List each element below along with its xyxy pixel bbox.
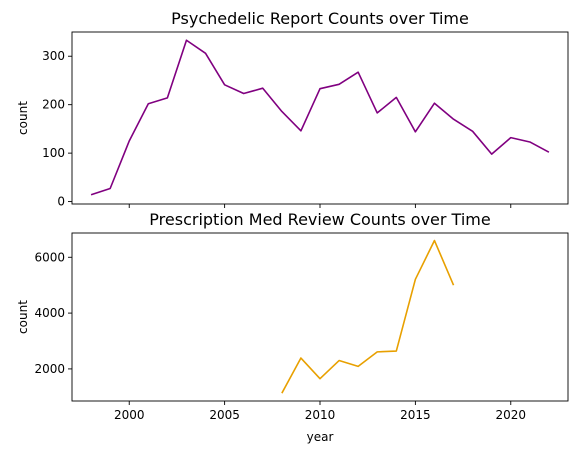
chart-title: Psychedelic Report Counts over Time [171, 9, 469, 28]
chart-title: Prescription Med Review Counts over Time [149, 210, 490, 229]
x-tick-label: 2020 [495, 408, 526, 422]
subplot-2: Prescription Med Review Counts over Time… [16, 210, 569, 444]
y-tick-label: 0 [57, 195, 65, 209]
axes-frame [71, 232, 569, 402]
y-tick-label: 2000 [34, 362, 65, 376]
y-tick-label: 300 [42, 49, 65, 63]
x-tick-label: 2015 [400, 408, 431, 422]
y-axis-label: count [16, 101, 30, 135]
y-tick-label: 4000 [34, 306, 65, 320]
axes-frame [71, 31, 569, 205]
y-axis-label: count [16, 300, 30, 334]
x-axis-label: year [307, 430, 334, 444]
x-tick-label: 2000 [114, 408, 145, 422]
subplot-1: Psychedelic Report Counts over Time 0 100 2… [16, 9, 569, 209]
x-tick-label: 2010 [305, 408, 336, 422]
y-tick-label: 200 [42, 98, 65, 112]
y-tick-label: 100 [42, 146, 65, 160]
series-line [281, 239, 455, 394]
y-tick-label: 6000 [34, 250, 65, 264]
x-tick-label: 2005 [209, 408, 240, 422]
series-line [90, 39, 550, 196]
